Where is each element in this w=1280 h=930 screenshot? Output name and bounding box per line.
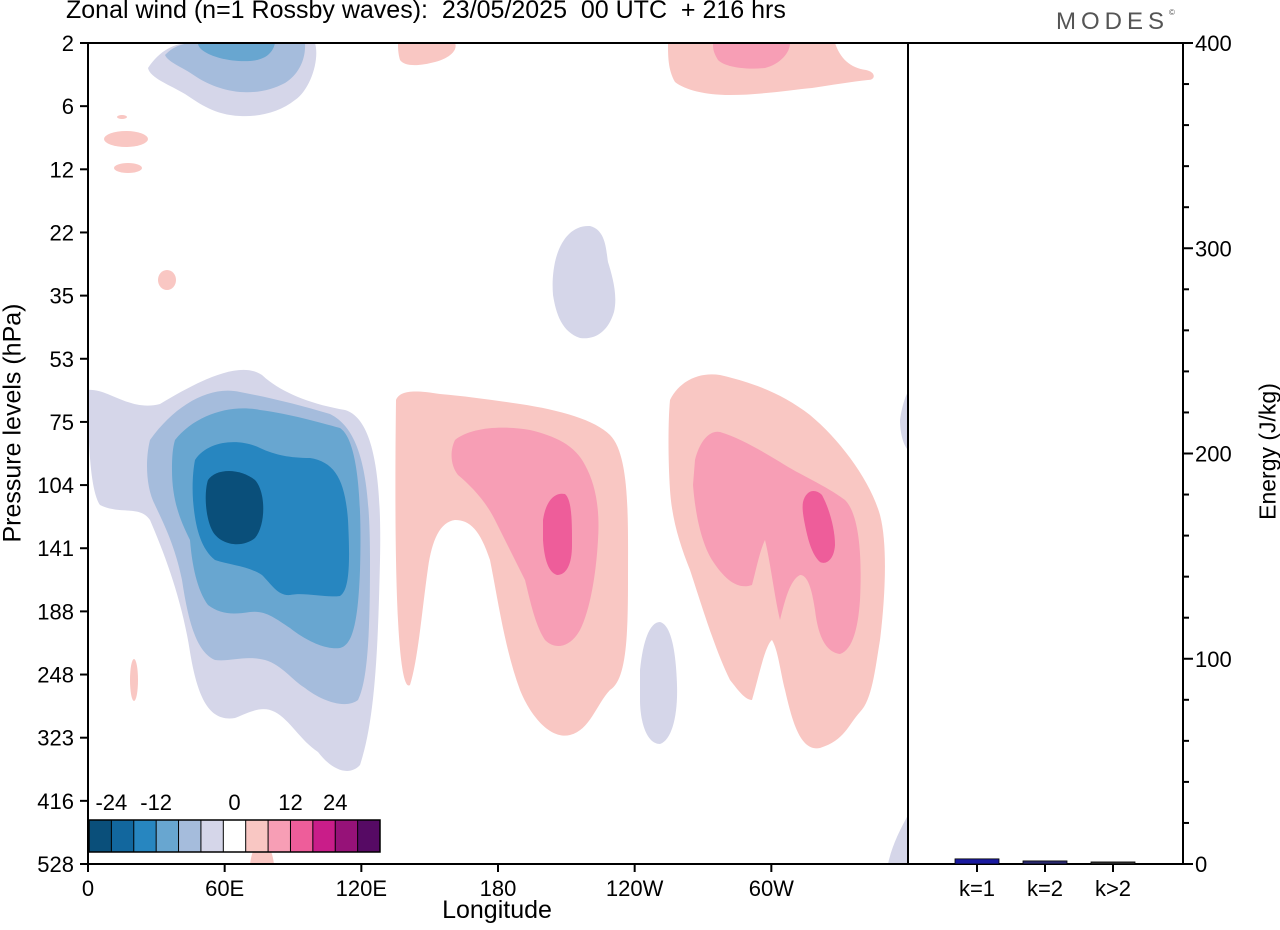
contour-mid-negative [552, 225, 616, 339]
colorbar-swatch [245, 820, 269, 852]
y-tick-label: 2 [62, 31, 74, 56]
y-tick-label: 188 [37, 599, 74, 624]
x-axis-label: Longitude [442, 896, 552, 924]
y-tick-label: 323 [37, 726, 74, 751]
energy-tick-label: 0 [1195, 852, 1207, 877]
energy-bar [1090, 861, 1136, 865]
x-tick-label: 60W [749, 876, 794, 901]
contour-top-negative-mid [165, 43, 306, 93]
y-tick-label: 248 [37, 663, 74, 688]
contour-small-positive-3 [117, 115, 127, 119]
y-axis-label-left: Pressure levels (hPa) [0, 303, 27, 543]
contour-small-positive-2 [114, 163, 142, 173]
x-tick-label: 120W [606, 876, 664, 901]
bar-category-label: k=2 [1027, 876, 1063, 901]
colorbar-label: 0 [228, 790, 240, 815]
contour-small-positive-5 [130, 659, 138, 701]
chart-title: Zonal wind (n=1 Rossby waves): 23/05/202… [66, 0, 786, 24]
contour-positive-12b [802, 490, 835, 563]
contour-positive-6a [451, 427, 599, 646]
colorbar: -24 -12 0 12 24 [88, 790, 381, 853]
colorbar-swatch [290, 820, 314, 852]
colorbar-label: -12 [140, 790, 172, 815]
contour-top-positive-small [398, 43, 456, 66]
y-tick-label: 35 [50, 284, 74, 309]
y-tick-label: 22 [50, 220, 74, 245]
energy-tick-label: 300 [1195, 236, 1232, 261]
y-tick-label: 141 [37, 536, 74, 561]
colorbar-label: 12 [278, 790, 302, 815]
brand-logo: MODES© [1056, 8, 1175, 36]
energy-bar [954, 858, 1000, 865]
contour-small-positive-1 [104, 131, 148, 147]
energy-bar [1022, 860, 1068, 865]
bar-category-label: k=1 [959, 876, 995, 901]
y-tick-label: 104 [37, 473, 74, 498]
bar-category-label: k>2 [1095, 876, 1131, 901]
y-tick-label: 12 [50, 157, 74, 182]
energy-tick-label: 100 [1195, 647, 1232, 672]
colorbar-swatch [89, 820, 112, 852]
colorbar-swatch [268, 820, 291, 852]
y-tick-label: 528 [37, 852, 74, 877]
contour-positive-6b [693, 431, 861, 654]
contour-top-positive-inner [713, 43, 790, 69]
main-axes: 0 60E 120E 180 120W 60W 2 6 12 22 35 53 75 104 141 188 2… [37, 31, 794, 901]
colorbar-swatch [335, 820, 359, 852]
x-tick-label: 180 [480, 876, 517, 901]
x-tick-label: 0 [82, 876, 94, 901]
colorbar-swatch [133, 820, 157, 852]
colorbar-swatch [200, 820, 224, 852]
x-tick-label: 60E [205, 876, 244, 901]
contour-field [88, 43, 908, 864]
energy-tick-label: 400 [1195, 31, 1232, 56]
contour-top-negative-inner [198, 43, 275, 62]
brand-copyright-mark: © [1169, 8, 1175, 17]
contour-edge-negative-2 [900, 392, 908, 450]
bar-panel: 0 100 200 300 400 k=1 k=2 k>2 [954, 31, 1232, 901]
colorbar-swatch [357, 820, 381, 852]
colorbar-swatch [312, 820, 336, 852]
y-tick-label: 416 [37, 789, 74, 814]
colorbar-swatch [178, 820, 202, 852]
x-tick-label: 120E [336, 876, 387, 901]
y-tick-label: 6 [62, 94, 74, 119]
contour-low-negative [640, 622, 678, 744]
y-tick-label: 53 [50, 347, 74, 372]
colorbar-label: -24 [95, 790, 127, 815]
y-tick-label: 75 [50, 410, 74, 435]
contour-edge-negative [888, 815, 908, 864]
contour-negative-24 [205, 471, 264, 545]
colorbar-swatch [156, 820, 180, 852]
colorbar-label: 24 [323, 790, 347, 815]
energy-tick-label: 200 [1195, 442, 1232, 467]
contour-small-positive-4 [158, 270, 176, 290]
colorbar-swatch [111, 820, 135, 852]
brand-name: MODES [1056, 8, 1170, 35]
y-axis-label-right: Energy (J/kg) [1254, 383, 1280, 520]
contour-positive-12a [543, 493, 572, 575]
colorbar-swatch [223, 820, 247, 852]
